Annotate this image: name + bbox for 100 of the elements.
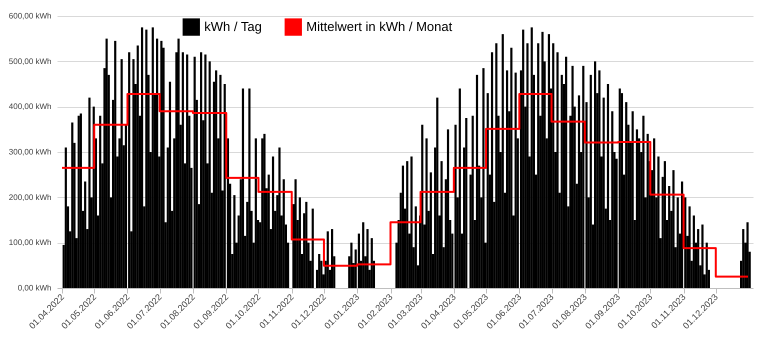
bar	[706, 242, 708, 288]
bar	[71, 122, 74, 288]
bar	[136, 45, 139, 288]
bar	[305, 202, 308, 288]
bar	[152, 27, 154, 288]
bar	[657, 156, 660, 288]
bar	[541, 32, 544, 288]
bar	[590, 74, 592, 288]
bar	[414, 206, 417, 288]
bar	[80, 113, 82, 288]
bar	[200, 52, 202, 288]
bar	[318, 254, 320, 288]
bar	[571, 66, 574, 288]
bar	[510, 48, 512, 288]
y-tick-label: 200,00 kWh	[8, 192, 52, 202]
bar	[312, 208, 314, 288]
bar	[261, 138, 264, 288]
bar	[495, 43, 498, 288]
bar	[440, 161, 443, 288]
bar	[530, 27, 533, 288]
y-tick-label: 500,00 kWh	[8, 56, 52, 66]
bar	[186, 54, 188, 288]
legend-label: kWh / Tag	[204, 19, 262, 34]
bar	[84, 181, 86, 288]
y-tick-label: 100,00 kWh	[8, 238, 52, 248]
bar	[556, 52, 559, 288]
bar	[642, 116, 644, 288]
bar	[598, 70, 600, 288]
bar	[578, 95, 580, 288]
bar	[128, 52, 130, 288]
bar	[486, 93, 489, 288]
bar	[242, 88, 244, 288]
bar	[294, 179, 297, 288]
bar	[548, 34, 550, 288]
bar	[219, 74, 222, 288]
bar	[632, 111, 634, 288]
bar	[204, 54, 206, 288]
bar	[636, 129, 638, 288]
bar	[436, 98, 438, 288]
bar	[646, 134, 649, 288]
bar	[446, 129, 450, 288]
bar	[664, 161, 666, 288]
bar	[120, 59, 123, 288]
y-tick-label: 400,00 kWh	[8, 102, 52, 112]
bar	[526, 43, 529, 288]
bar	[742, 229, 744, 288]
bar	[594, 61, 596, 288]
bar	[362, 222, 364, 288]
bar	[653, 138, 656, 288]
bar	[254, 138, 257, 288]
bar	[552, 43, 554, 288]
bar	[672, 170, 675, 288]
y-tick-label: 300,00 kWh	[8, 148, 52, 156]
legend-label: Mittelwert in kWh / Monat	[306, 19, 453, 34]
bar	[506, 70, 508, 288]
bar	[602, 98, 605, 288]
bar	[565, 56, 568, 288]
bar	[168, 82, 172, 288]
bar	[208, 61, 211, 288]
bar	[472, 116, 474, 288]
bar	[233, 195, 236, 288]
bar	[611, 111, 614, 288]
bar	[88, 98, 91, 288]
bar	[514, 72, 517, 288]
bar	[194, 56, 196, 288]
bar	[522, 30, 524, 288]
bar	[145, 30, 148, 288]
bar	[282, 179, 285, 288]
bar	[425, 138, 428, 288]
bar	[326, 231, 329, 288]
bar	[263, 134, 266, 288]
bar	[78, 116, 80, 288]
bar	[421, 124, 424, 288]
bar	[582, 66, 584, 288]
bar	[272, 156, 274, 288]
bar	[278, 147, 281, 288]
bar	[490, 52, 494, 288]
bar	[560, 74, 563, 288]
bar	[537, 43, 540, 288]
bar	[224, 84, 226, 288]
bar	[502, 34, 504, 288]
bar	[99, 116, 102, 288]
bar	[625, 102, 628, 288]
bar	[458, 88, 461, 288]
bar	[402, 166, 404, 288]
bar	[248, 88, 251, 288]
bar	[156, 38, 158, 288]
bar	[465, 118, 468, 288]
bar	[268, 174, 270, 288]
bar	[430, 172, 432, 288]
bar	[606, 84, 610, 288]
bar	[182, 52, 184, 288]
bar	[618, 88, 621, 288]
bar	[64, 147, 67, 288]
bar	[476, 74, 478, 288]
bar	[410, 156, 413, 288]
y-tick-label: 0,00 kWh	[18, 284, 52, 292]
bar	[177, 38, 180, 288]
bar	[668, 186, 670, 288]
bar	[215, 70, 218, 288]
